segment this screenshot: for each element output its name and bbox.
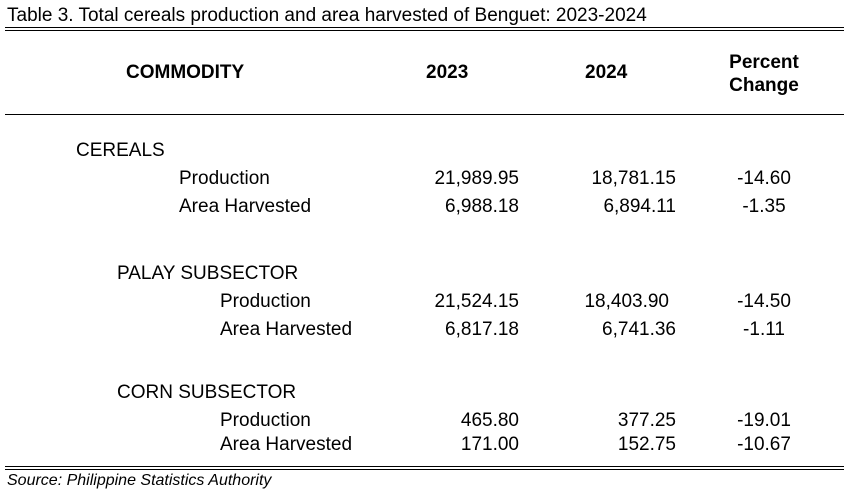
header-percent-label: Percent	[729, 52, 799, 73]
bottom-rule	[5, 466, 844, 467]
header-commodity: COMMODITY	[126, 62, 245, 83]
value-2023: 21,989.95	[434, 168, 519, 189]
source-note: Source: Philippine Statistics Authority	[7, 472, 272, 489]
bottom-rule-double	[5, 469, 844, 470]
top-rule-double	[5, 30, 844, 31]
header-change-label: Change	[729, 75, 799, 96]
value-2024: 6,894.11	[603, 196, 676, 217]
value-2024: 18,403.90	[584, 291, 669, 312]
value-2023: 465.80	[460, 410, 519, 431]
header-rule	[5, 114, 844, 115]
value-2023: 171.00	[460, 434, 519, 455]
value-change: -1.11	[743, 319, 785, 340]
header-year-2024: 2024	[585, 62, 628, 83]
table-title: Table 3. Total cereals production and ar…	[7, 5, 647, 26]
value-2024: 18,781.15	[591, 168, 676, 189]
value-change: -10.67	[737, 434, 791, 455]
header-year-2023: 2023	[426, 62, 469, 83]
section-palay: PALAY SUBSECTOR	[117, 263, 299, 284]
header-percent-change: Percent Change	[712, 51, 816, 97]
row-label: Area Harvested	[179, 196, 312, 217]
value-2024: 152.75	[617, 434, 676, 455]
value-2024: 377.25	[617, 410, 676, 431]
value-2023: 6,988.18	[445, 196, 519, 217]
top-rule	[5, 27, 844, 28]
value-change: -19.01	[737, 410, 791, 431]
value-2024: 6,741.36	[602, 319, 676, 340]
section-corn: CORN SUBSECTOR	[117, 382, 297, 403]
value-change: -14.50	[737, 291, 791, 312]
value-2023: 21,524.15	[434, 291, 519, 312]
value-change: -1.35	[742, 196, 786, 217]
row-label: Production	[220, 291, 311, 312]
section-cereals: CEREALS	[76, 140, 165, 161]
value-change: -14.60	[737, 168, 791, 189]
row-label: Production	[179, 168, 270, 189]
row-label: Production	[220, 410, 311, 431]
row-label: Area Harvested	[220, 319, 353, 340]
value-2023: 6,817.18	[445, 319, 519, 340]
row-label: Area Harvested	[220, 434, 353, 455]
